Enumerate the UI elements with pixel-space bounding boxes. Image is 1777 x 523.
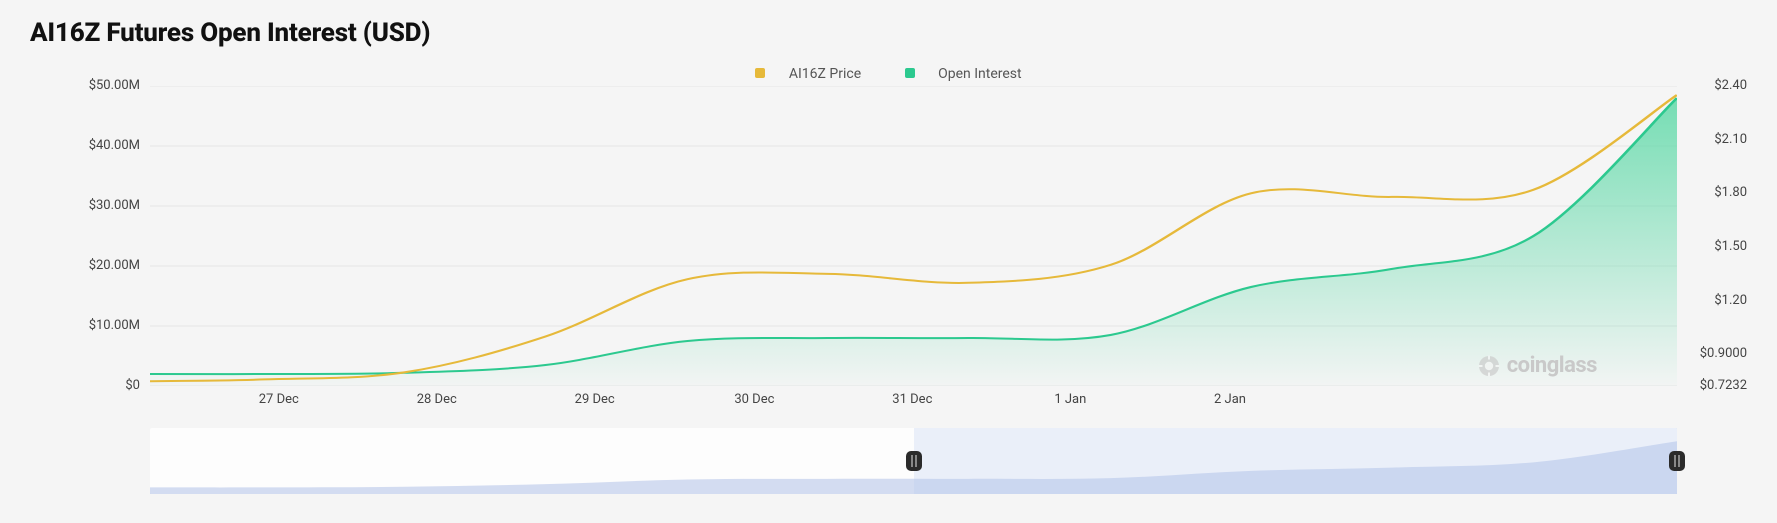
y-right-tick: $0.7232 xyxy=(1687,378,1747,393)
y-right-tick: $2.40 xyxy=(1687,78,1747,93)
y-right-tick: $1.20 xyxy=(1687,293,1747,308)
y-left-tick: $40.00M xyxy=(30,138,140,153)
y-right-tick: $0.9000 xyxy=(1687,346,1747,361)
x-tick: 28 Dec xyxy=(417,392,457,407)
legend-item-oi[interactable]: Open Interest xyxy=(895,66,1032,82)
chart-plot-area: $50.00M$40.00M$30.00M$20.00M$10.00M$0 $2… xyxy=(30,86,1747,386)
y-left-tick: $10.00M xyxy=(30,318,140,333)
legend-item-price[interactable]: AI16Z Price xyxy=(745,66,874,82)
x-tick: 2 Jan xyxy=(1214,392,1246,407)
y-left-tick: $20.00M xyxy=(30,258,140,273)
y-left-tick: $30.00M xyxy=(30,198,140,213)
chart-plot[interactable]: coinglass xyxy=(150,86,1677,386)
legend-swatch-price xyxy=(755,68,765,78)
x-tick: 31 Dec xyxy=(892,392,932,407)
x-tick: 27 Dec xyxy=(259,392,299,407)
x-tick: 1 Jan xyxy=(1054,392,1086,407)
y-right-tick: $2.10 xyxy=(1687,132,1747,147)
legend-label-oi: Open Interest xyxy=(938,66,1022,82)
brush-handle-left[interactable] xyxy=(906,451,922,471)
chart-legend: AI16Z Price Open Interest xyxy=(30,66,1747,82)
legend-label-price: AI16Z Price xyxy=(789,66,861,82)
y-left-tick: $50.00M xyxy=(30,78,140,93)
y-right-tick: $1.80 xyxy=(1687,185,1747,200)
brush-handle-right[interactable] xyxy=(1669,451,1685,471)
range-brush[interactable] xyxy=(150,428,1677,494)
legend-swatch-oi xyxy=(905,68,915,78)
chart-card: AI16Z Futures Open Interest (USD) AI16Z … xyxy=(0,0,1777,523)
x-axis: 27 Dec 28 Dec 29 Dec 30 Dec 31 Dec 1 Jan 2 Jan xyxy=(150,392,1777,412)
y-left-tick: $0 xyxy=(30,378,140,393)
chart-svg xyxy=(150,86,1677,386)
y-right-tick: $1.50 xyxy=(1687,239,1747,254)
x-tick: 29 Dec xyxy=(575,392,615,407)
brush-selection[interactable] xyxy=(914,428,1678,494)
x-tick: 30 Dec xyxy=(734,392,774,407)
chart-title: AI16Z Futures Open Interest (USD) xyxy=(30,18,1747,48)
